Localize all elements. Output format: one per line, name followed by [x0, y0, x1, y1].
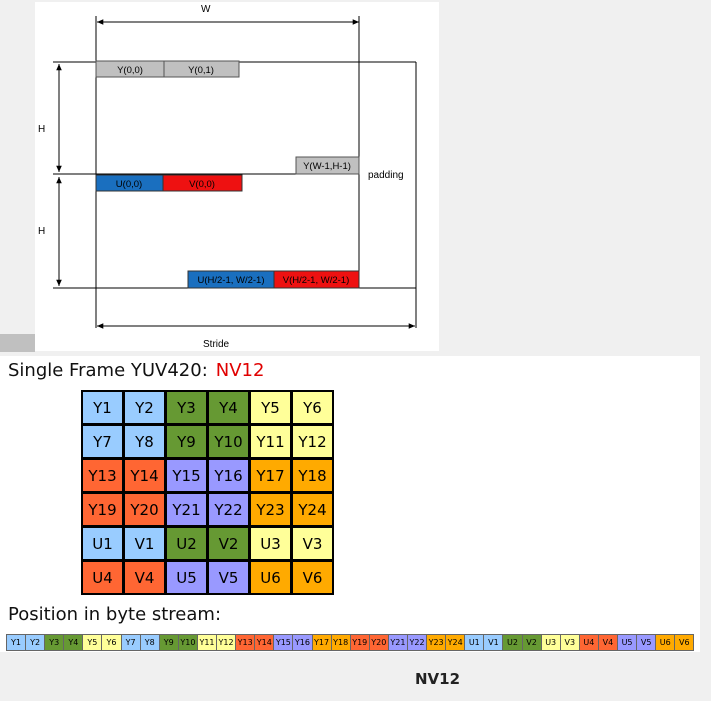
- grid-cell: Y20: [125, 494, 164, 525]
- grid-cell: Y19: [83, 494, 122, 525]
- grid-cell: Y18: [293, 460, 332, 491]
- frame-format-label: NV12: [215, 360, 265, 381]
- stream-cell: V6: [675, 635, 694, 650]
- y01-block: [163, 60, 240, 78]
- memory-layout-diagram: W H H Stride padding Y(0,0) Y(0,1) Y(W-1…: [38, 4, 417, 350]
- y-height-label: H: [38, 124, 45, 135]
- grid-cell: Y24: [293, 494, 332, 525]
- stream-cell: Y22: [407, 635, 427, 650]
- stream-cell: Y12: [217, 635, 236, 650]
- v00-block: [162, 174, 243, 192]
- stream-cell: U1: [465, 635, 484, 650]
- grid-cell: U1: [83, 528, 122, 559]
- stream-cell: Y3: [45, 635, 64, 650]
- grid-cell: Y22: [209, 494, 248, 525]
- stream-cell: Y19: [350, 635, 369, 650]
- grid-cell: U2: [167, 528, 206, 559]
- byte-stream-title: Position in byte stream:: [8, 604, 222, 625]
- y00-label: Y(0,0): [117, 65, 143, 76]
- grid-cell: Y12: [293, 426, 332, 457]
- frame-title-text: Single Frame YUV420:: [8, 360, 208, 381]
- stream-cell: Y24: [446, 635, 465, 650]
- stride-label: Stride: [203, 339, 230, 350]
- stream-cell: Y14: [255, 635, 274, 650]
- grid-cell: Y14: [125, 460, 164, 491]
- stream-cell: U4: [579, 635, 598, 650]
- v-last-label: V(H/2-1, W/2-1): [283, 275, 350, 286]
- stream-cell: Y1: [7, 635, 26, 650]
- uv-height-label: H: [38, 226, 45, 237]
- y-last-block: [295, 156, 360, 175]
- width-label: W: [201, 4, 211, 15]
- grid-cell: Y6: [293, 392, 332, 423]
- stream-cell: Y13: [236, 635, 255, 650]
- stream-cell: Y9: [159, 635, 178, 650]
- grid-cell: Y10: [209, 426, 248, 457]
- grid-cell: Y15: [167, 460, 206, 491]
- padding-label: padding: [368, 170, 404, 181]
- stream-cell: Y18: [331, 635, 350, 650]
- stream-cell: V5: [637, 635, 656, 650]
- stream-cell: U3: [541, 635, 560, 650]
- grid-cell: Y5: [251, 392, 290, 423]
- u-last-label: U(H/2-1, W/2-1): [197, 275, 264, 286]
- grid-cell: U3: [251, 528, 290, 559]
- stream-cell: V4: [598, 635, 617, 650]
- v-last-block: [273, 270, 360, 289]
- grid-cell: Y21: [167, 494, 206, 525]
- stream-cell: Y15: [274, 635, 293, 650]
- v00-label: V(0,0): [189, 179, 215, 190]
- grid-cell: V5: [209, 562, 248, 593]
- stream-cell: Y16: [293, 635, 312, 650]
- grid-cell: Y23: [251, 494, 290, 525]
- grid-cell: V2: [209, 528, 248, 559]
- stream-cell: Y7: [121, 635, 140, 650]
- grid-cell: Y2: [125, 392, 164, 423]
- yuv-frame-grid: Y1 Y2 Y3 Y4 Y5 Y6 Y7 Y8 Y9 Y10 Y11 Y12 Y…: [81, 390, 334, 595]
- u00-label: U(0,0): [116, 179, 142, 190]
- frame-panel: Single Frame YUV420: NV12 Y1 Y2 Y3 Y4 Y5 …: [0, 356, 700, 652]
- stream-cell: V1: [484, 635, 503, 650]
- stream-cell: V2: [522, 635, 541, 650]
- y-last-label: Y(W-1,H-1): [303, 161, 351, 172]
- stream-cell: Y21: [388, 635, 407, 650]
- stream-cell: Y20: [369, 635, 388, 650]
- stream-cell: Y2: [26, 635, 45, 650]
- stream-cell: Y5: [83, 635, 102, 650]
- grid-cell: Y3: [167, 392, 206, 423]
- grid-cell: Y4: [209, 392, 248, 423]
- grid-cell: U6: [251, 562, 290, 593]
- stream-cell: Y10: [178, 635, 197, 650]
- byte-stream: Y1 Y2 Y3 Y4 Y5 Y6 Y7 Y8 Y9 Y10 Y11 Y12 Y…: [6, 634, 695, 651]
- stream-cell: U2: [503, 635, 522, 650]
- frame-title: Single Frame YUV420: NV12: [8, 360, 264, 381]
- grid-cell: Y13: [83, 460, 122, 491]
- stream-cell: U6: [656, 635, 675, 650]
- memory-layout-panel: W H H Stride padding Y(0,0) Y(0,1) Y(W-1…: [35, 2, 439, 351]
- stream-cell: V3: [560, 635, 579, 650]
- grid-cell: Y17: [251, 460, 290, 491]
- stream-cell: Y17: [312, 635, 331, 650]
- stream-cell: Y23: [427, 635, 446, 650]
- grid-cell: V4: [125, 562, 164, 593]
- y01-label: Y(0,1): [188, 65, 214, 76]
- gray-strip: [0, 334, 35, 352]
- grid-cell: U4: [83, 562, 122, 593]
- stream-cell: Y11: [197, 635, 217, 650]
- grid-cell: Y16: [209, 460, 248, 491]
- grid-cell: Y9: [167, 426, 206, 457]
- stream-cell: Y4: [64, 635, 83, 650]
- grid-cell: Y7: [83, 426, 122, 457]
- grid-cell: U5: [167, 562, 206, 593]
- stream-cell: Y8: [140, 635, 159, 650]
- grid-cell: Y8: [125, 426, 164, 457]
- stream-cell: Y6: [102, 635, 121, 650]
- grid-cell: Y1: [83, 392, 122, 423]
- grid-cell: Y11: [251, 426, 290, 457]
- grid-cell: V6: [293, 562, 332, 593]
- grid-cell: V1: [125, 528, 164, 559]
- figure-caption: NV12: [415, 670, 461, 688]
- stream-cell: U5: [618, 635, 637, 650]
- grid-cell: V3: [293, 528, 332, 559]
